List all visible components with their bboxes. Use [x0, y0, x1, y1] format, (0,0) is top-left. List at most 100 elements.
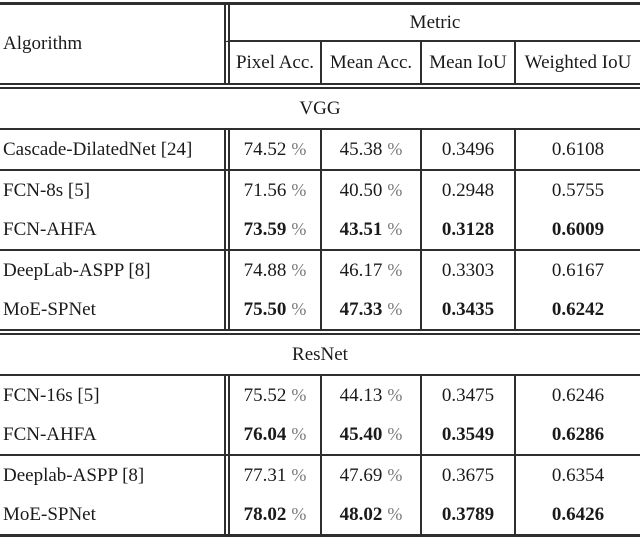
weighted-iou-cell: 0.6246: [514, 376, 640, 415]
metric-header-cell: Metric: [224, 5, 640, 42]
pixel-acc-value: 74.88: [243, 259, 287, 281]
col-header-label: Weighted IoU: [524, 51, 632, 73]
pixel-acc-value: 73.59: [243, 218, 287, 240]
col-header-weighted-iou: Weighted IoU: [514, 42, 640, 83]
col-header-label: Mean IoU: [429, 51, 507, 73]
algorithm-cell: Deeplab-ASPP [8]: [0, 456, 224, 495]
algorithm-header-label: Algorithm: [3, 33, 83, 54]
mean-iou-cell: 0.3496: [420, 130, 514, 169]
mean-iou-value: 0.3789: [441, 503, 495, 525]
mean-iou-cell: 0.3303: [420, 251, 514, 290]
mean-iou-cell: 0.3435: [420, 290, 514, 329]
mean-acc-value: 44.13: [339, 384, 383, 406]
section-resnet: ResNet FCN-16s [5] 75.52% 44.13% 0.3475 …: [0, 329, 640, 534]
percent-sign: %: [291, 299, 307, 319]
mean-acc-cell: 45.38%: [320, 130, 420, 169]
table-row: FCN-AHFA 76.04% 45.40% 0.3549 0.6286: [0, 415, 640, 454]
mean-iou-cell: 0.3128: [420, 210, 514, 249]
section-title-resnet: ResNet: [0, 335, 640, 376]
pixel-acc-value: 76.04: [243, 423, 287, 445]
percent-sign: %: [387, 424, 403, 444]
mean-iou-value: 0.3303: [441, 259, 495, 281]
weighted-iou-cell: 0.6242: [514, 290, 640, 329]
col-header-label: Pixel Acc.: [235, 51, 315, 73]
col-header-label: Mean Acc.: [329, 51, 413, 73]
table-row: FCN-16s [5] 75.52% 44.13% 0.3475 0.6246: [0, 376, 640, 415]
weighted-iou-value: 0.6108: [551, 138, 605, 160]
row-group: FCN-16s [5] 75.52% 44.13% 0.3475 0.6246 …: [0, 376, 640, 454]
percent-sign: %: [291, 139, 307, 159]
algorithm-name: DeepLab-ASPP [8]: [3, 259, 151, 281]
pixel-acc-value: 75.52: [243, 384, 287, 406]
mean-acc-value: 45.38: [339, 138, 383, 160]
mean-acc-value: 48.02: [339, 503, 383, 525]
mean-iou-value: 0.3475: [441, 384, 495, 406]
mean-iou-cell: 0.3475: [420, 376, 514, 415]
algorithm-name: Deeplab-ASPP [8]: [3, 464, 145, 486]
algorithm-name: MoE-SPNet: [3, 503, 96, 525]
pixel-acc-cell: 73.59%: [224, 210, 320, 249]
percent-sign: %: [387, 385, 403, 405]
weighted-iou-cell: 0.6426: [514, 495, 640, 534]
algorithm-cell: FCN-8s [5]: [0, 171, 224, 210]
pixel-acc-cell: 74.88%: [224, 251, 320, 290]
percent-sign: %: [291, 180, 307, 200]
table-row: DeepLab-ASPP [8] 74.88% 46.17% 0.3303 0.…: [0, 251, 640, 290]
mean-iou-cell: 0.3675: [420, 456, 514, 495]
mean-iou-value: 0.3549: [441, 423, 495, 445]
mean-acc-cell: 40.50%: [320, 171, 420, 210]
weighted-iou-value: 0.6426: [551, 503, 605, 525]
percent-sign: %: [291, 424, 307, 444]
algorithm-cell: MoE-SPNet: [0, 495, 224, 534]
algorithm-name: FCN-16s [5]: [3, 384, 100, 406]
weighted-iou-value: 0.5755: [551, 179, 605, 201]
mean-acc-cell: 44.13%: [320, 376, 420, 415]
weighted-iou-cell: 0.5755: [514, 171, 640, 210]
weighted-iou-value: 0.6167: [551, 259, 605, 281]
col-header-mean-acc: Mean Acc.: [320, 42, 420, 83]
pixel-acc-value: 78.02: [243, 503, 287, 525]
row-group: Cascade-DilatedNet [24] 74.52% 45.38% 0.…: [0, 130, 640, 169]
mean-acc-cell: 45.40%: [320, 415, 420, 454]
algorithm-cell: DeepLab-ASPP [8]: [0, 251, 224, 290]
algorithm-header-cell: Algorithm: [0, 5, 224, 83]
mean-acc-cell: 47.33%: [320, 290, 420, 329]
percent-sign: %: [387, 299, 403, 319]
mean-acc-value: 47.69: [339, 464, 383, 486]
pixel-acc-cell: 76.04%: [224, 415, 320, 454]
mean-iou-cell: 0.3549: [420, 415, 514, 454]
algorithm-name: FCN-8s [5]: [3, 179, 91, 201]
pixel-acc-value: 75.50: [243, 298, 287, 320]
algorithm-cell: FCN-16s [5]: [0, 376, 224, 415]
algorithm-name: Cascade-DilatedNet [24]: [3, 138, 193, 160]
weighted-iou-value: 0.6246: [551, 384, 605, 406]
mean-acc-cell: 46.17%: [320, 251, 420, 290]
metric-header-label: Metric: [409, 11, 461, 33]
weighted-iou-cell: 0.6354: [514, 456, 640, 495]
weighted-iou-value: 0.6009: [551, 218, 605, 240]
weighted-iou-cell: 0.6286: [514, 415, 640, 454]
percent-sign: %: [387, 219, 403, 239]
row-group: Deeplab-ASPP [8] 77.31% 47.69% 0.3675 0.…: [0, 454, 640, 534]
percent-sign: %: [291, 260, 307, 280]
weighted-iou-value: 0.6242: [551, 298, 605, 320]
algorithm-cell: MoE-SPNet: [0, 290, 224, 329]
mean-iou-value: 0.3496: [441, 138, 495, 160]
mean-iou-value: 0.2948: [441, 179, 495, 201]
algorithm-name: MoE-SPNet: [3, 298, 96, 320]
percent-sign: %: [387, 465, 403, 485]
section-title-vgg: VGG: [0, 89, 640, 130]
table-row: MoE-SPNet 78.02% 48.02% 0.3789 0.6426: [0, 495, 640, 534]
mean-iou-cell: 0.3789: [420, 495, 514, 534]
mean-acc-value: 47.33: [339, 298, 383, 320]
weighted-iou-cell: 0.6167: [514, 251, 640, 290]
percent-sign: %: [387, 180, 403, 200]
section-title-label: VGG: [299, 97, 341, 119]
table-row: Cascade-DilatedNet [24] 74.52% 45.38% 0.…: [0, 130, 640, 169]
pixel-acc-cell: 77.31%: [224, 456, 320, 495]
pixel-acc-value: 71.56: [243, 179, 287, 201]
algorithm-name: FCN-AHFA: [3, 423, 97, 445]
mean-iou-value: 0.3435: [441, 298, 495, 320]
table-row: FCN-8s [5] 71.56% 40.50% 0.2948 0.5755: [0, 171, 640, 210]
percent-sign: %: [387, 504, 403, 524]
